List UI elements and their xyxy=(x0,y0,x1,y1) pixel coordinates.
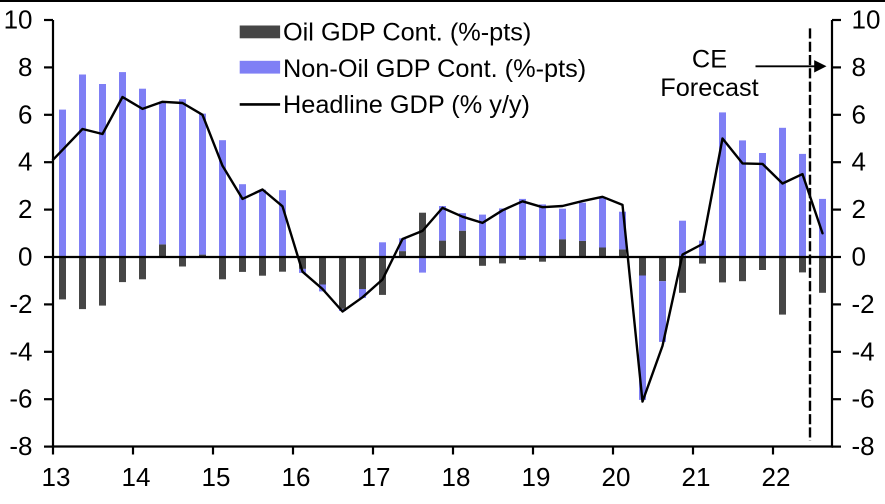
svg-text:15: 15 xyxy=(202,462,231,492)
svg-text:8: 8 xyxy=(852,52,866,82)
svg-text:Forecast: Forecast xyxy=(660,74,758,102)
svg-text:17: 17 xyxy=(362,462,391,492)
svg-text:2: 2 xyxy=(18,194,32,224)
svg-text:19: 19 xyxy=(522,462,551,492)
svg-text:-2: -2 xyxy=(9,289,32,319)
svg-text:-6: -6 xyxy=(852,384,875,414)
svg-text:-4: -4 xyxy=(852,336,875,366)
svg-text:-2: -2 xyxy=(852,289,875,319)
svg-text:6: 6 xyxy=(852,99,866,129)
svg-text:16: 16 xyxy=(282,462,311,492)
svg-text:10: 10 xyxy=(852,5,881,35)
svg-text:0: 0 xyxy=(18,242,32,272)
svg-text:4: 4 xyxy=(18,147,32,177)
svg-text:-4: -4 xyxy=(9,336,32,366)
svg-text:6: 6 xyxy=(18,99,32,129)
svg-text:0: 0 xyxy=(852,242,866,272)
svg-text:CE: CE xyxy=(692,46,727,74)
svg-text:21: 21 xyxy=(682,462,711,492)
svg-text:13: 13 xyxy=(42,462,71,492)
svg-text:Oil GDP Cont. (%-pts): Oil GDP Cont. (%-pts) xyxy=(283,19,531,47)
svg-text:22: 22 xyxy=(762,462,791,492)
svg-text:20: 20 xyxy=(602,462,631,492)
svg-text:2: 2 xyxy=(852,194,866,224)
svg-text:18: 18 xyxy=(442,462,471,492)
svg-text:8: 8 xyxy=(18,52,32,82)
svg-text:4: 4 xyxy=(852,147,866,177)
svg-text:-8: -8 xyxy=(9,431,32,461)
svg-text:-8: -8 xyxy=(852,431,875,461)
svg-text:-6: -6 xyxy=(9,384,32,414)
svg-text:10: 10 xyxy=(4,5,33,35)
svg-text:Headline GDP (% y/y): Headline GDP (% y/y) xyxy=(283,91,530,119)
svg-text:14: 14 xyxy=(122,462,151,492)
svg-text:Non-Oil GDP Cont. (%-pts): Non-Oil GDP Cont. (%-pts) xyxy=(283,55,586,83)
